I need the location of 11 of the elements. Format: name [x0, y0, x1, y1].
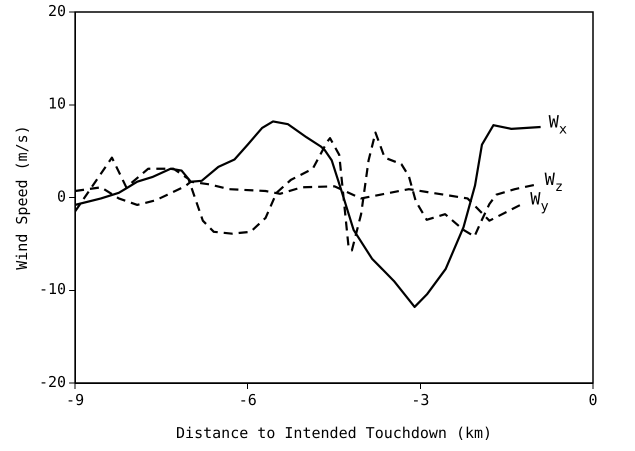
y-tick-label: -10 [39, 280, 66, 298]
y-tick-label: 20 [48, 2, 66, 20]
y-axis-title: Wind Speed (m/s) [12, 125, 31, 270]
y-tick-label: -20 [39, 372, 66, 391]
x-tick-label: 0 [588, 390, 598, 409]
x-tick-label: -3 [411, 390, 430, 409]
x-tick-label: -6 [238, 390, 257, 409]
y-tick-label: 0 [57, 187, 66, 206]
x-axis-title: Distance to Intended Touchdown (km) [176, 424, 492, 442]
y-tick-label: 10 [48, 94, 66, 113]
x-tick-label: -9 [66, 390, 84, 409]
